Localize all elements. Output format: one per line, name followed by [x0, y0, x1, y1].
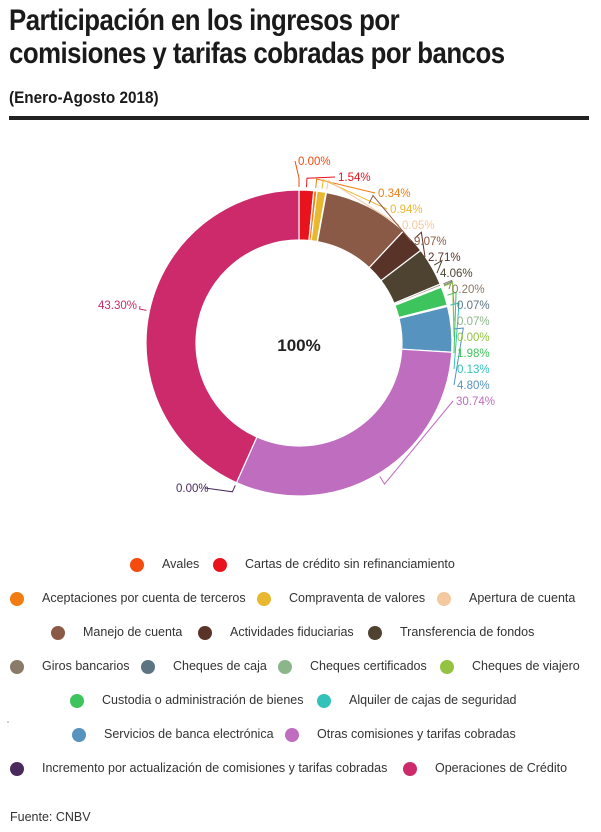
data-labels: 0.00% 1.54% 0.34% 0.94% 0.05% 9.07% 2.71% 4.06%… [98, 156, 495, 495]
legend-label: Cartas de crédito sin refinanciamiento [245, 557, 455, 571]
legend-swatch [198, 626, 212, 640]
legend-swatch [257, 592, 271, 606]
leader-otras-comisiones-y-tarifas-cobradas [379, 400, 454, 485]
legend-row: Aceptaciones por cuenta de terceros Compr… [0, 589, 601, 609]
leader-apertura-de-cuenta [326, 179, 400, 226]
label-cheques-de-caja: 0.07% [457, 300, 490, 312]
legend-row: Giros bancarios Cheques de caja Cheques ce… [0, 657, 601, 677]
leader-aceptaciones-por-cuenta-de-terceros [315, 178, 376, 194]
legend-swatch [72, 728, 86, 742]
legend-label: Incremento por actualización de comision… [42, 761, 388, 775]
legend-label: Transferencia de fondos [400, 625, 535, 639]
legend-swatch [437, 592, 451, 606]
chart-title: Participación en los ingresos por comisi… [9, 4, 505, 70]
label-otras-comisiones-y-tarifas-cobradas: 30.74% [456, 396, 495, 408]
legend-swatch [368, 626, 382, 640]
legend-swatch [10, 762, 24, 776]
legend-swatch [278, 660, 292, 674]
legend-label: Otras comisiones y tarifas cobradas [317, 727, 516, 741]
legend-label: Cheques de viajero [472, 659, 580, 673]
legend-label: Alquiler de cajas de seguridad [349, 693, 517, 707]
leader-giros-bancarios [443, 279, 453, 290]
legend-label: Operaciones de Crédito [435, 761, 568, 775]
legend-label: Giros bancarios [42, 659, 130, 673]
legend-label: Custodia o administración de bienes [102, 693, 304, 707]
legend-swatch [10, 592, 24, 606]
legend-row: Servicios de banca electrónica Otras comi… [0, 725, 601, 745]
legend-row: Avales Cartas de crédito sin refinanciami… [0, 555, 601, 575]
leader-manejo-de-cuenta [368, 194, 412, 242]
legend-swatch [285, 728, 299, 742]
label-apertura-de-cuenta: 0.05% [402, 220, 435, 232]
label-giros-bancarios: 0.20% [452, 284, 485, 296]
legend-label: Compraventa de valores [289, 591, 426, 605]
label-cheques-de-viajero: 0.00% [457, 332, 490, 344]
legend-label: Manejo de cuenta [83, 625, 183, 639]
legend-row: Incremento por actualización de comision… [0, 759, 601, 779]
leader-incremento-por-actualizacion-de-comisiones-y-tarifas-cobradas [204, 485, 236, 493]
label-transferencia-de-fondos: 4.06% [440, 268, 473, 280]
label-cartas-de-credito-sin-refinanciamiento: 1.54% [338, 172, 371, 184]
label-manejo-de-cuenta: 9.07% [414, 236, 447, 248]
legend-swatch [440, 660, 454, 674]
label-actividades-fiduciarias: 2.71% [428, 252, 461, 264]
legend-swatch [403, 762, 417, 776]
leader-actividades-fiduciarias [414, 231, 426, 258]
chart-subtitle: (Enero-Agosto 2018) [9, 88, 159, 107]
source-note: Fuente: CNBV [10, 810, 91, 824]
leader-cartas-de-credito-sin-refinanciamiento [306, 176, 336, 188]
legend-label: Cheques certificados [310, 659, 427, 673]
legend-swatch [141, 660, 155, 674]
legend-label: Actividades fiduciarias [230, 625, 354, 639]
legend-swatch [10, 660, 24, 674]
title-divider [9, 116, 589, 120]
label-incremento-por-actualizacion-de-comisiones-y-tarifas-cobradas: 0.00% [176, 483, 209, 495]
center-total-label: 100% [277, 336, 320, 355]
legend-label: Cheques de caja [173, 659, 267, 673]
label-aceptaciones-por-cuenta-de-terceros: 0.34% [378, 188, 411, 200]
leader-compraventa-de-valores [321, 179, 388, 210]
legend-label: Servicios de banca electrónica [104, 727, 274, 741]
label-cheques-certificados: 0.07% [457, 316, 490, 328]
label-operaciones-de-credito: 43.30% [98, 300, 137, 312]
donut-chart: 0.00% 1.54% 0.34% 0.94% 0.05% 9.07% 2.71% 4.06%… [98, 156, 495, 497]
legend-label: Aceptaciones por cuenta de terceros [42, 591, 246, 605]
donut-slices [145, 189, 453, 497]
leader-cheques-de-viajero [444, 282, 455, 338]
stray-mark [7, 721, 9, 723]
leader-lines [139, 160, 464, 493]
legend-swatch [130, 558, 144, 572]
legend-row: Custodia o administración de bienes Alqui… [0, 691, 601, 711]
legend-swatch [317, 694, 331, 708]
legend-label: Avales [162, 557, 200, 571]
legend-swatch [70, 694, 84, 708]
legend-swatch [213, 558, 227, 572]
leader-operaciones-de-credito [139, 305, 147, 311]
legend-row: Manejo de cuenta Actividades fiduciarias T… [0, 623, 601, 643]
label-servicios-de-banca-electronica: 4.80% [457, 380, 490, 392]
label-avales: 0.00% [298, 156, 331, 168]
leader-transferencia-de-fondos [433, 259, 443, 274]
slice-operaciones-de-credito [145, 189, 300, 484]
leader-custodia-o-administracion-de-bienes [447, 291, 457, 354]
label-custodia-o-administracion-de-bienes: 1.98% [457, 348, 490, 360]
slice-otras-comisiones-y-tarifas-cobradas [235, 348, 453, 497]
label-alquiler-de-cajas-de-seguridad: 0.13% [457, 364, 490, 376]
leader-avales [294, 160, 300, 187]
leader-alquiler-de-cajas-de-seguridad [450, 302, 460, 370]
label-compraventa-de-valores: 0.94% [390, 204, 423, 216]
legend-swatch [51, 626, 65, 640]
leader-servicios-de-banca-electronica [453, 327, 464, 386]
legend-label: Apertura de cuenta [469, 591, 576, 605]
